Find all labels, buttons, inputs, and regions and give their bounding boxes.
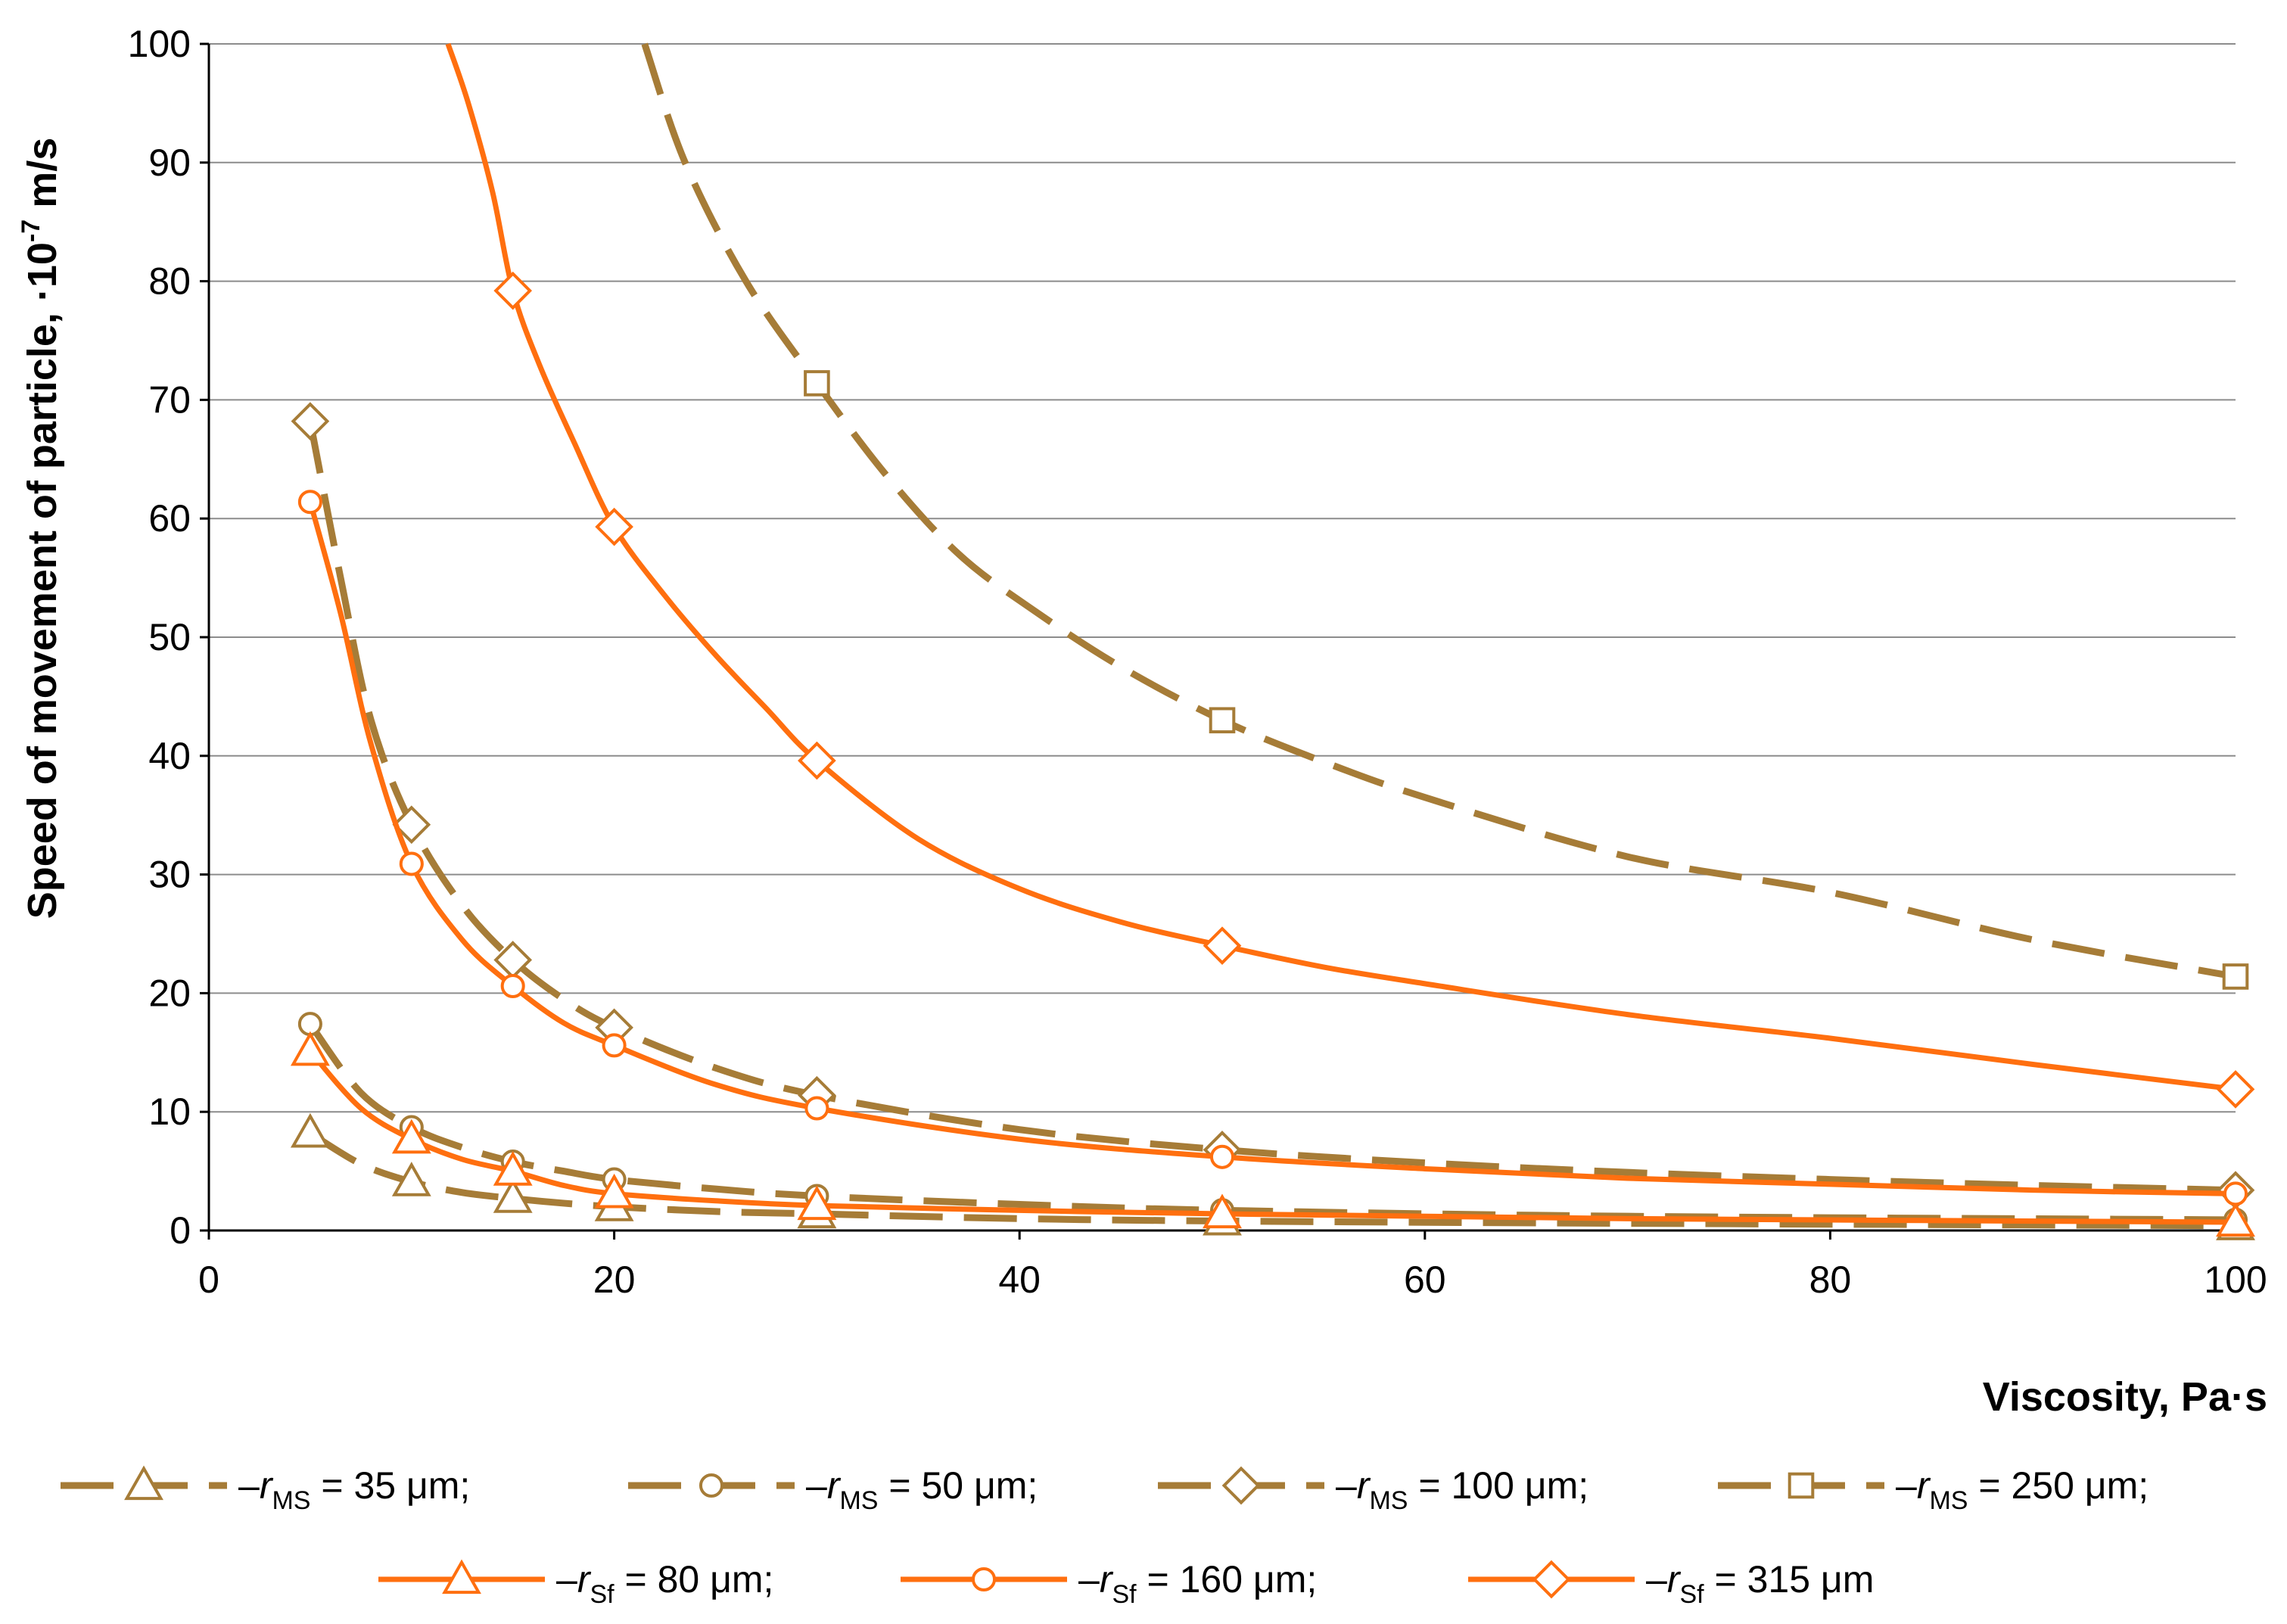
- legend-marker: [1788, 1472, 1815, 1499]
- x-axis-title: Viscosity, Pa·s: [1983, 1374, 2267, 1420]
- y-tick-label: 0: [170, 1209, 191, 1252]
- y-tick-label: 70: [148, 378, 191, 421]
- data-point-ms100: [291, 402, 330, 440]
- legend-label: –rMS = 100 μm;: [1336, 1464, 1588, 1515]
- series-sf315: [445, 42, 2255, 1109]
- series-ms250: [641, 42, 2249, 990]
- series-sf80: [290, 1031, 2255, 1237]
- legend-marker: [1532, 1560, 1571, 1599]
- legend-item-sf160: –rSf = 160 μm;: [901, 1558, 1317, 1609]
- data-point-ms35: [391, 1162, 431, 1196]
- series-line-sf80: [308, 1049, 2236, 1225]
- data-point-sf315: [595, 507, 633, 546]
- series-ms100: [291, 402, 2255, 1210]
- data-point-sf80: [391, 1118, 431, 1154]
- data-point-ms35: [290, 1112, 330, 1148]
- legend-item-ms250: –rMS = 250 μm;: [1718, 1464, 2149, 1515]
- data-point-sf315: [493, 271, 533, 310]
- data-point-sf315: [1203, 926, 1242, 966]
- x-tick-label: 40: [998, 1258, 1041, 1301]
- x-tick-label: 0: [198, 1258, 219, 1301]
- data-point-ms35: [493, 1178, 533, 1213]
- series-ms50: [297, 1012, 2248, 1232]
- legend-label: –rMS = 50 μm;: [806, 1464, 1038, 1515]
- x-tick-label: 60: [1404, 1258, 1446, 1301]
- y-tick-label: 20: [148, 972, 191, 1014]
- data-point-sf80: [493, 1151, 533, 1186]
- data-point-sf80: [797, 1185, 837, 1221]
- legend-label: –rMS = 35 μm;: [238, 1464, 470, 1515]
- y-tick-label: 90: [148, 142, 191, 184]
- y-tick-label: 40: [148, 735, 191, 777]
- tick-labels: 0 10 20 30 40 50 60 70 80 90 100 0 20 40 60 80 100: [128, 23, 2267, 1301]
- series-group: [290, 42, 2255, 1240]
- y-tick-label: 100: [128, 23, 191, 65]
- legend-label: –rMS = 250 μm;: [1896, 1464, 2149, 1515]
- legend-label: –rSf = 160 μm;: [1078, 1558, 1317, 1609]
- legend-label: –rSf = 315 μm: [1646, 1558, 1874, 1609]
- data-point-sf160: [602, 1033, 627, 1058]
- data-point-sf80: [1203, 1193, 1242, 1229]
- y-tick-label: 60: [148, 497, 191, 540]
- data-point-sf160: [2223, 1181, 2248, 1206]
- data-point-sf315: [798, 741, 836, 780]
- data-point-sf160: [500, 973, 525, 999]
- data-point-sf160: [399, 851, 424, 876]
- data-point-ms100: [392, 805, 431, 845]
- data-point-ms250: [2222, 963, 2249, 990]
- data-point-sf160: [1209, 1144, 1235, 1169]
- legend: –rMS = 35 μm; –rMS = 50 μm; –rMS = 100 μm;…: [61, 1464, 2149, 1609]
- legend-marker: [1221, 1466, 1261, 1505]
- legend-item-sf315: –rSf = 315 μm: [1468, 1558, 1874, 1609]
- data-point-sf80: [290, 1031, 330, 1066]
- series-line-ms250: [641, 42, 2236, 980]
- y-tick-label: 50: [148, 616, 191, 658]
- data-point-ms250: [804, 370, 830, 397]
- y-tick-label: 10: [148, 1090, 191, 1133]
- series-line-sf315: [445, 42, 2236, 1092]
- legend-item-sf80: –rSf = 80 μm;: [378, 1558, 773, 1609]
- data-point-sf80: [594, 1173, 634, 1209]
- x-tick-label: 100: [2204, 1258, 2267, 1301]
- y-tick-label: 80: [148, 260, 191, 303]
- legend-item-ms50: –rMS = 50 μm;: [628, 1464, 1038, 1515]
- legend-item-ms100: –rMS = 100 μm;: [1158, 1464, 1588, 1515]
- x-tick-label: 20: [593, 1258, 636, 1301]
- axes: [200, 44, 2236, 1240]
- x-tick-label: 80: [1809, 1258, 1852, 1301]
- y-axis-title: Speed of movement of particle, ·10-7 m/s: [17, 138, 65, 919]
- y-tick-label: 30: [148, 854, 191, 896]
- legend-label: –rSf = 80 μm;: [556, 1558, 773, 1609]
- legend-marker: [442, 1559, 481, 1594]
- legend-marker: [699, 1473, 724, 1498]
- series-sf160: [297, 490, 2248, 1206]
- series-line-ms100: [306, 420, 2236, 1194]
- gridlines: [209, 43, 2236, 1113]
- series-line-sf160: [307, 501, 2236, 1196]
- data-point-ms250: [1209, 707, 1236, 734]
- legend-marker: [971, 1566, 997, 1592]
- data-point-sf160: [297, 490, 322, 515]
- legend-item-ms35: –rMS = 35 μm;: [61, 1464, 470, 1515]
- legend-marker: [124, 1465, 163, 1501]
- data-point-sf80: [2216, 1202, 2255, 1237]
- data-point-sf160: [804, 1096, 829, 1121]
- data-point-sf315: [2216, 1070, 2255, 1109]
